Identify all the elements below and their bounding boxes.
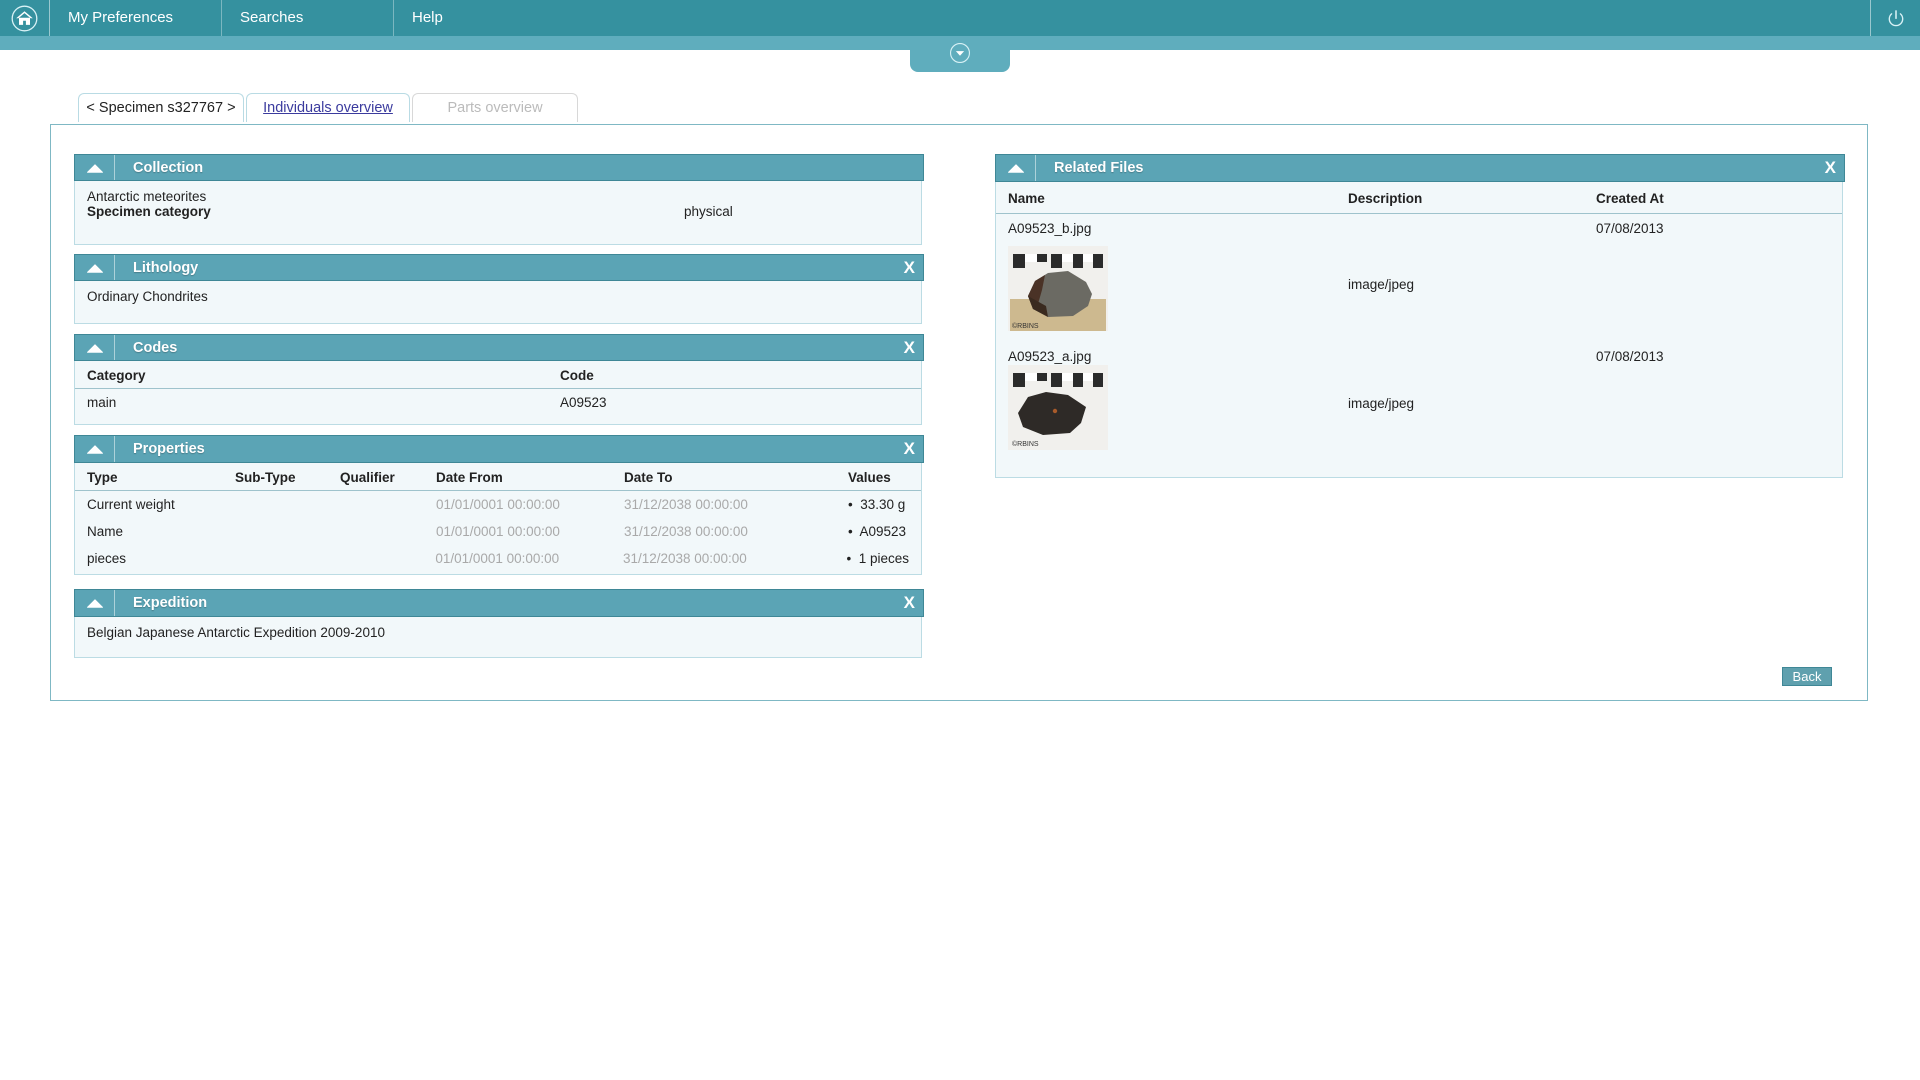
svg-text:©RBINS: ©RBINS	[1012, 322, 1039, 330]
svg-text:©RBINS: ©RBINS	[1012, 440, 1039, 448]
